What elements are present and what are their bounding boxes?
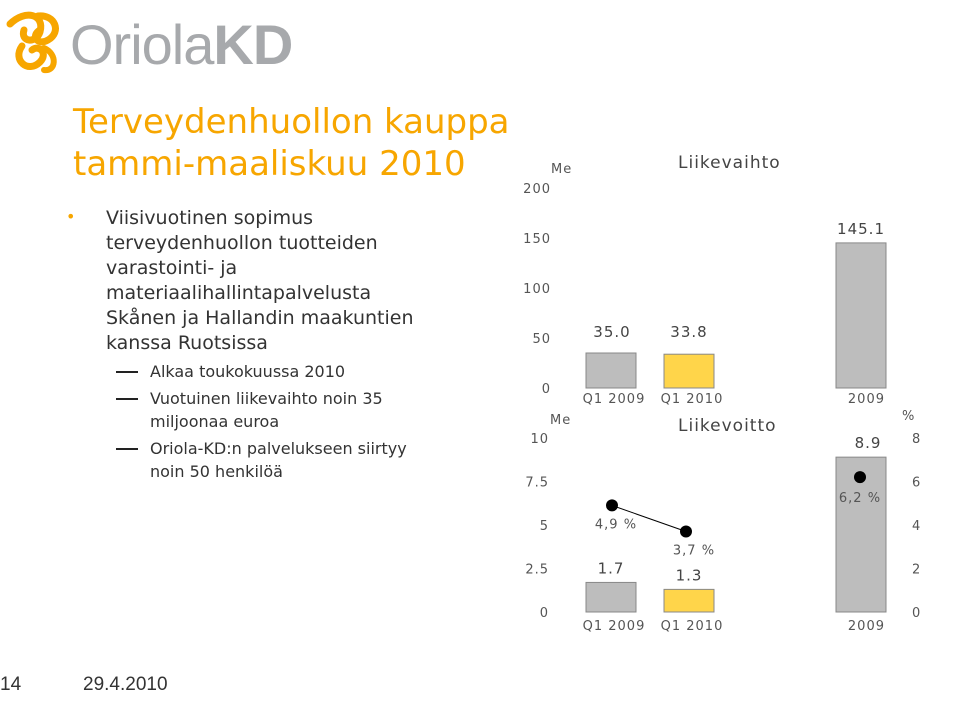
chart1-unit-label: Me [551, 162, 572, 177]
logo-text-light: Oriola [70, 13, 214, 76]
chart1-x-tick-label: 2009 [848, 392, 885, 407]
chart2-secondary-unit-label: % [902, 409, 915, 424]
chart1-value-label: 145.1 [837, 220, 885, 238]
chart2-y-tick-label: 2.5 [525, 563, 549, 578]
chart2-margin-line [611, 504, 687, 532]
sub-bullet: Alkaa toukokuussa 2010 [66, 360, 506, 383]
logo-text-bold: KD [213, 13, 293, 76]
chart1-bar [663, 353, 715, 389]
chart2-margin-point [680, 525, 692, 538]
chart2-value-label: 1.3 [676, 566, 703, 584]
chart2-secondary-y-tick-label: 6 [912, 476, 921, 491]
chart2-y-tick-label: 0 [540, 606, 549, 621]
bullet-line: Skånen ja Hallandin maakuntien [106, 307, 414, 329]
sub-bullet-line: noin 50 henkilöä [150, 462, 283, 481]
chart2-bar [585, 581, 637, 613]
chart2-secondary-y-tick-label: 8 [912, 432, 921, 447]
chart2-secondary-y-tick-label: 4 [912, 519, 921, 534]
chart2-value-label: 1.7 [598, 559, 625, 577]
chart2-margin-point [606, 499, 618, 512]
sub-bullet-line: miljoonaa euroa [150, 412, 280, 431]
chart1-bar [835, 242, 887, 389]
chart1-y-tick-label: 50 [532, 332, 551, 347]
bullet-line: materiaalihallintapalvelusta [106, 282, 372, 304]
chart2-x-tick-label: 2009 [848, 619, 885, 634]
bullet-line: varastointi- ja [106, 257, 238, 279]
sub-bullet: Oriola-KD:n palvelukseen siirtyy noin 50… [66, 437, 506, 483]
chart2-x-tick-label: Q1 2010 [661, 619, 724, 634]
dash-icon [116, 448, 138, 450]
chart2-value-label: 8.9 [855, 434, 882, 452]
sub-bullet-line: Oriola-KD:n palvelukseen siirtyy [150, 439, 407, 458]
chart1-title: Liikevaihto [678, 153, 781, 173]
chart2-unit-label: Me [550, 413, 571, 428]
chart1-y-tick-label: 150 [523, 232, 551, 247]
chart2-bar [663, 588, 715, 613]
chart2-y-tick-label: 10 [530, 432, 549, 447]
chart2-y-tick-label: 7.5 [525, 476, 549, 491]
chart2-margin-label: 4,9 % [595, 517, 637, 532]
footer-date: 29.4.2010 [83, 674, 168, 695]
bullet-line: terveydenhuollon tuotteiden [106, 232, 378, 254]
chart1-bar [585, 352, 637, 389]
chart2-y-tick-label: 5 [540, 519, 549, 534]
slide-title-line-2: tammi-maaliskuu 2010 [73, 144, 466, 184]
chart2-secondary-y-tick-label: 2 [912, 563, 921, 578]
chart1-y-tick-label: 100 [523, 282, 551, 297]
page-number: 14 [0, 674, 22, 695]
slide-title-line-1: Terveydenhuollon kauppa [73, 102, 510, 142]
logo-emblem-icon [6, 11, 59, 74]
chart1-y-tick-label: 200 [523, 182, 551, 197]
chart2-margin-label: 3,7 % [673, 544, 715, 559]
chart2-secondary-y-tick-label: 0 [912, 606, 921, 621]
chart1-value-label: 35.0 [593, 323, 630, 341]
dash-icon [116, 398, 138, 400]
chart1-value-label: 33.8 [670, 323, 707, 341]
chart2-title: Liikevoitto [678, 416, 777, 436]
oriola-kd-logo: OriolaKD [0, 0, 310, 90]
bullet-dot-icon: • [66, 207, 76, 226]
chart1-y-tick-label: 0 [542, 382, 551, 397]
logo-wordmark: OriolaKD [70, 10, 293, 80]
chart2-x-tick-label: Q1 2009 [583, 619, 646, 634]
chart2-margin-label: 6,2 % [839, 491, 881, 506]
sub-bullet: Vuotuinen liikevaihto noin 35 miljoonaa … [66, 387, 506, 433]
bullet-list: • Viisivuotinen sopimus terveydenhuollon… [66, 206, 506, 483]
chart2-margin-point [854, 471, 866, 484]
main-bullet: • Viisivuotinen sopimus terveydenhuollon… [66, 206, 506, 356]
sub-bullet-line: Alkaa toukokuussa 2010 [150, 362, 346, 381]
dash-icon [116, 371, 138, 373]
sub-bullet-line: Vuotuinen liikevaihto noin 35 [150, 389, 383, 408]
bullet-line: kanssa Ruotsissa [106, 332, 268, 354]
chart1-x-tick-label: Q1 2010 [661, 392, 724, 407]
chart1-x-tick-label: Q1 2009 [583, 392, 646, 407]
bullet-line: Viisivuotinen sopimus [106, 207, 314, 229]
